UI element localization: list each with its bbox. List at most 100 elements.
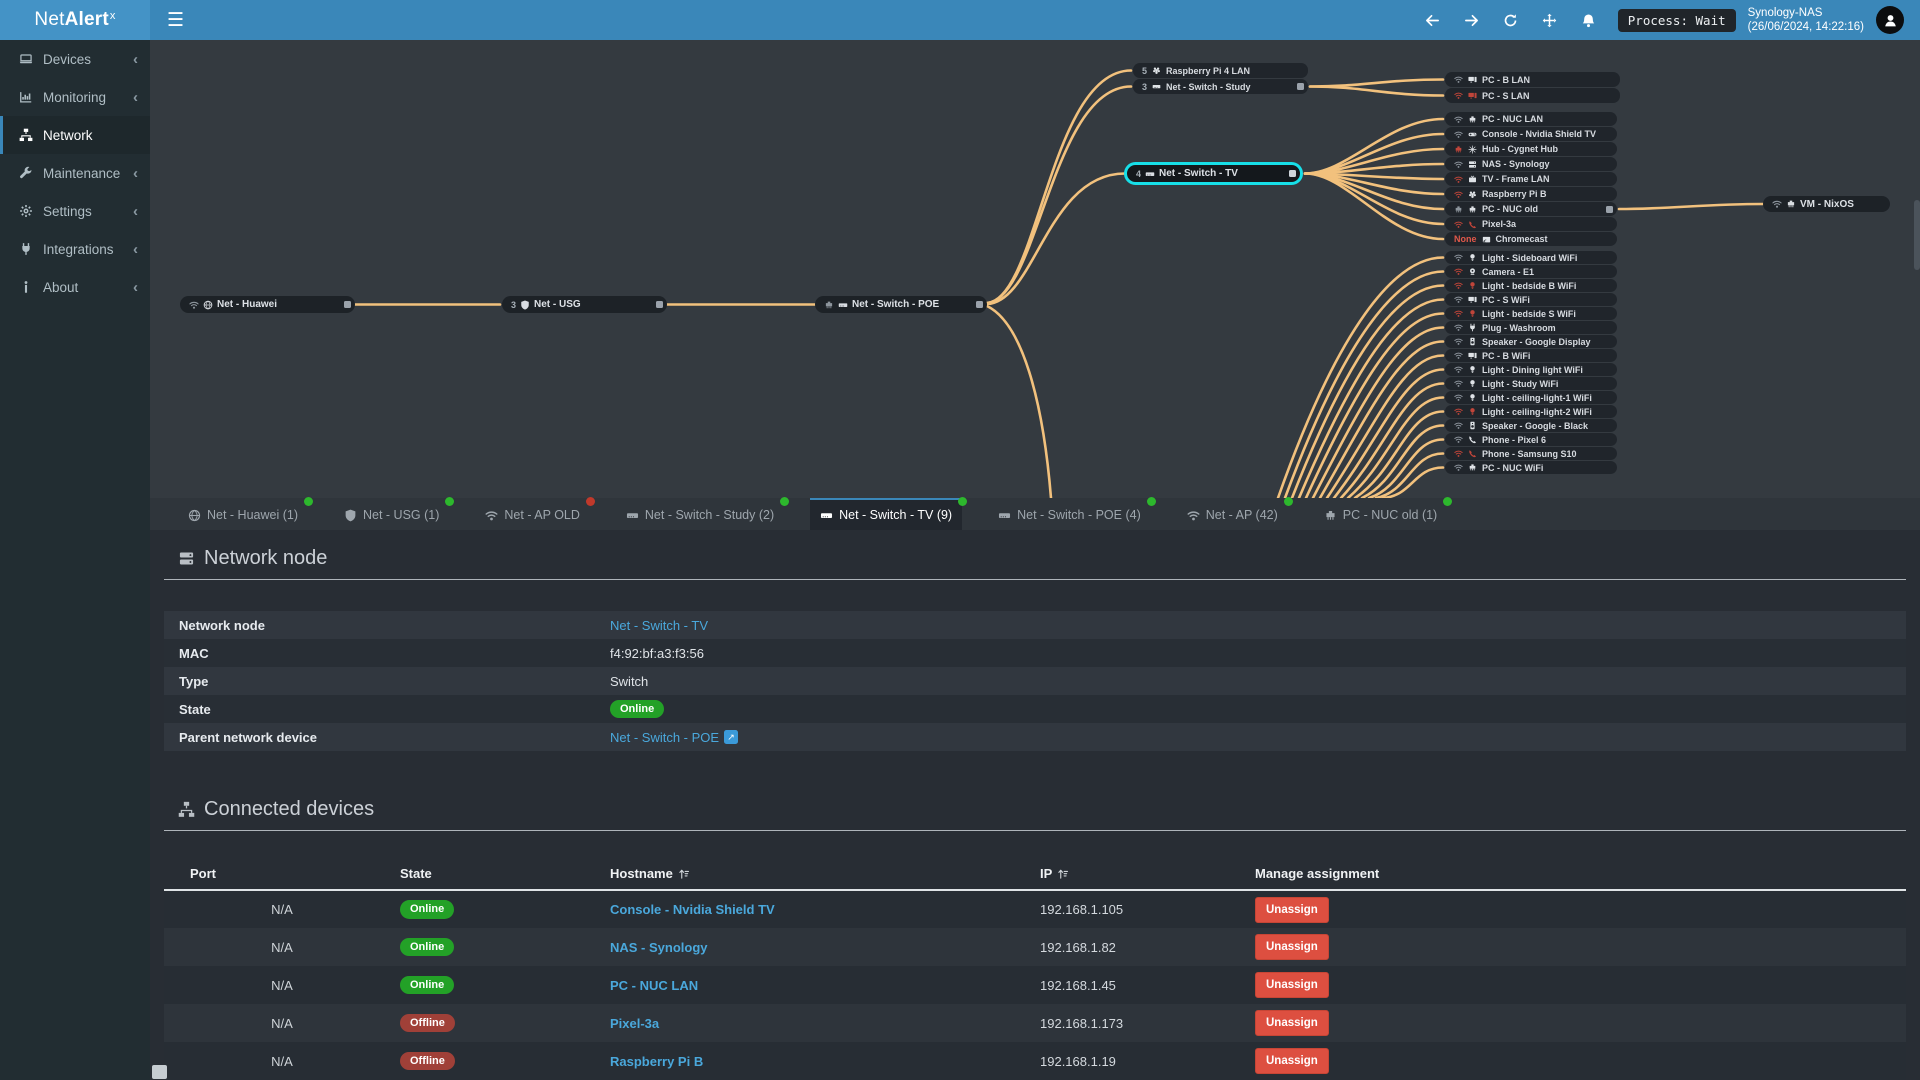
- status-dot: [585, 497, 595, 506]
- column-header: Manage assignment: [1255, 857, 1906, 891]
- network-tab[interactable]: Net - USG (1): [334, 497, 455, 530]
- connector-handle[interactable]: [344, 301, 351, 308]
- tree-leaf[interactable]: PC - NUC LAN: [1445, 112, 1617, 126]
- tree-leaf[interactable]: None Chromecast: [1445, 232, 1617, 246]
- unassign-button[interactable]: Unassign: [1255, 934, 1329, 960]
- detail-label: Type: [179, 673, 209, 689]
- hostname-link[interactable]: Console - Nvidia Shield TV: [610, 902, 775, 917]
- tree-leaf[interactable]: Light - Dining light WiFi: [1445, 363, 1617, 376]
- sidebar-item[interactable]: Maintenance ‹: [0, 154, 150, 192]
- host-info: Synology-NAS (26/06/2024, 14:22:16): [1748, 6, 1864, 35]
- tree-leaf[interactable]: Light - bedside S WiFi: [1445, 307, 1617, 320]
- sidebar-item[interactable]: Network: [0, 116, 150, 154]
- hostname-link[interactable]: Pixel-3a: [610, 1015, 660, 1031]
- connection-icon: [1454, 449, 1463, 458]
- refresh-button[interactable]: [1491, 0, 1530, 40]
- tree-node-net-usg[interactable]: 3 Net - USG: [502, 296, 667, 313]
- tree-leaf[interactable]: Light - Sideboard WiFi: [1445, 251, 1617, 264]
- tree-leaf[interactable]: NAS - Synology: [1445, 157, 1617, 171]
- node-link[interactable]: Net - Switch - TV: [610, 617, 709, 633]
- tree-leaf[interactable]: TV - Frame LAN: [1445, 172, 1617, 186]
- sidebar-item[interactable]: Integrations ‹: [0, 230, 150, 268]
- tree-node-net-switch-study[interactable]: 3 Net - Switch - Study: [1133, 79, 1308, 94]
- tree-node-raspberry-pi4-lan[interactable]: 5 Raspberry Pi 4 LAN: [1133, 63, 1308, 78]
- app-logo[interactable]: Net Alert x: [0, 0, 150, 40]
- tree-leaf[interactable]: Light - bedside B WiFi: [1445, 279, 1617, 292]
- sort-icon[interactable]: [678, 868, 690, 880]
- device-icon: [1468, 75, 1477, 84]
- tree-leaf[interactable]: PC - NUC old: [1445, 202, 1617, 216]
- network-tab[interactable]: Net - AP (42): [1177, 497, 1293, 530]
- tree-leaf[interactable]: Light - Study WiFi: [1445, 377, 1617, 390]
- sort-icon[interactable]: [1057, 868, 1069, 880]
- user-avatar[interactable]: [1876, 6, 1904, 34]
- tree-node-vm-nixos[interactable]: VM - NixOS: [1763, 196, 1890, 212]
- tab-label: Net - AP (42): [1205, 508, 1278, 522]
- back-button[interactable]: [1413, 0, 1452, 40]
- external-link-icon[interactable]: ↗: [724, 730, 739, 744]
- parent-node-link[interactable]: Net - Switch - POE: [610, 729, 720, 745]
- tree-leaf[interactable]: PC - S WiFi: [1445, 293, 1617, 306]
- connector-handle[interactable]: [1297, 83, 1304, 90]
- network-tab[interactable]: Net - AP OLD: [475, 497, 595, 530]
- tree-vertical-scrollbar[interactable]: [1914, 200, 1920, 270]
- tree-leaf[interactable]: Console - Nvidia Shield TV: [1445, 127, 1617, 141]
- tree-leaf[interactable]: Speaker - Google - Black: [1445, 419, 1617, 432]
- tree-leaf[interactable]: Hub - Cygnet Hub: [1445, 142, 1617, 156]
- network-tab[interactable]: Net - Switch - Study (2): [616, 497, 790, 530]
- detail-label: Network node: [179, 617, 265, 633]
- tree-leaf[interactable]: Phone - Pixel 6: [1445, 433, 1617, 446]
- unassign-button[interactable]: Unassign: [1255, 1048, 1329, 1074]
- unassign-button[interactable]: Unassign: [1255, 1010, 1329, 1036]
- sidebar-item[interactable]: Devices ‹: [0, 40, 150, 78]
- unassign-button[interactable]: Unassign: [1255, 972, 1329, 998]
- connector-handle[interactable]: [1289, 170, 1296, 177]
- sidebar-item[interactable]: About ‹: [0, 268, 150, 306]
- tree-node-net-switch-tv[interactable]: 4 Net - Switch - TV: [1124, 162, 1303, 185]
- connector-handle[interactable]: [656, 301, 663, 308]
- hamburger-menu-icon[interactable]: ☰: [167, 9, 185, 31]
- network-topology-canvas[interactable]: Net - Huawei 3 Net - USG Net - Switch - …: [150, 40, 1920, 498]
- hostname-link[interactable]: PC - NUC LAN: [610, 977, 699, 993]
- tree-leaf[interactable]: Plug - Washroom: [1445, 321, 1617, 334]
- sidebar-item[interactable]: Settings ‹: [0, 192, 150, 230]
- chevron-left-icon: ‹: [133, 88, 138, 106]
- network-tab[interactable]: Net - Switch - POE (4): [988, 497, 1156, 530]
- tree-leaf[interactable]: PC - S LAN: [1445, 88, 1620, 103]
- connector-handle[interactable]: [976, 301, 983, 308]
- tree-leaf[interactable]: Phone - Samsung S10: [1445, 447, 1617, 460]
- tree-node-net-huawei[interactable]: Net - Huawei: [180, 296, 355, 313]
- hostname-link[interactable]: NAS - Synology: [610, 939, 708, 955]
- device-row[interactable]: N/A Online PC - NUC LAN 192.168.1.45 Una…: [164, 966, 1906, 1004]
- network-tab[interactable]: Net - Switch - TV (9): [810, 497, 968, 530]
- state-pill: Online: [400, 937, 455, 957]
- horizontal-scrollbar-thumb[interactable]: [152, 1065, 167, 1079]
- move-button[interactable]: [1530, 0, 1569, 40]
- tree-leaf[interactable]: PC - B LAN: [1445, 72, 1620, 87]
- forward-button[interactable]: [1452, 0, 1491, 40]
- device-row[interactable]: N/A Offline Raspberry Pi B 192.168.1.19 …: [164, 1042, 1906, 1080]
- connector-handle[interactable]: [1606, 205, 1613, 213]
- tree-leaf[interactable]: Speaker - Google Display: [1445, 335, 1617, 348]
- tree-leaf[interactable]: PC - NUC WiFi: [1445, 461, 1617, 474]
- device-row[interactable]: N/A Online NAS - Synology 192.168.1.82 U…: [164, 928, 1906, 966]
- network-tab[interactable]: Net - Huawei (1): [178, 497, 313, 530]
- status-dot: [1146, 497, 1156, 506]
- tree-leaf[interactable]: Light - ceiling-light-2 WiFi: [1445, 405, 1617, 418]
- tree-leaf[interactable]: Raspberry Pi B: [1445, 187, 1617, 201]
- device-row[interactable]: N/A Offline Pixel-3a 192.168.1.173 Unass…: [164, 1004, 1906, 1042]
- tree-leaf[interactable]: Pixel-3a: [1445, 217, 1617, 231]
- sidebar-item[interactable]: Monitoring ‹: [0, 78, 150, 116]
- unassign-button[interactable]: Unassign: [1255, 896, 1329, 923]
- hostname-cell: Raspberry Pi B: [610, 1042, 1040, 1080]
- sidebar-item-icon: [16, 165, 36, 181]
- notifications-button[interactable]: [1569, 0, 1608, 40]
- manage-cell: Unassign: [1255, 928, 1906, 966]
- tree-leaf[interactable]: PC - B WiFi: [1445, 349, 1617, 362]
- tree-leaf[interactable]: Camera - E1: [1445, 265, 1617, 278]
- tree-leaf[interactable]: Light - ceiling-light-1 WiFi: [1445, 391, 1617, 404]
- hostname-link[interactable]: Raspberry Pi B: [610, 1053, 704, 1069]
- device-row[interactable]: N/A Online Console - Nvidia Shield TV 19…: [164, 890, 1906, 928]
- network-tab[interactable]: PC - NUC old (1): [1314, 497, 1453, 530]
- tree-node-net-switch-poe[interactable]: Net - Switch - POE: [815, 296, 987, 313]
